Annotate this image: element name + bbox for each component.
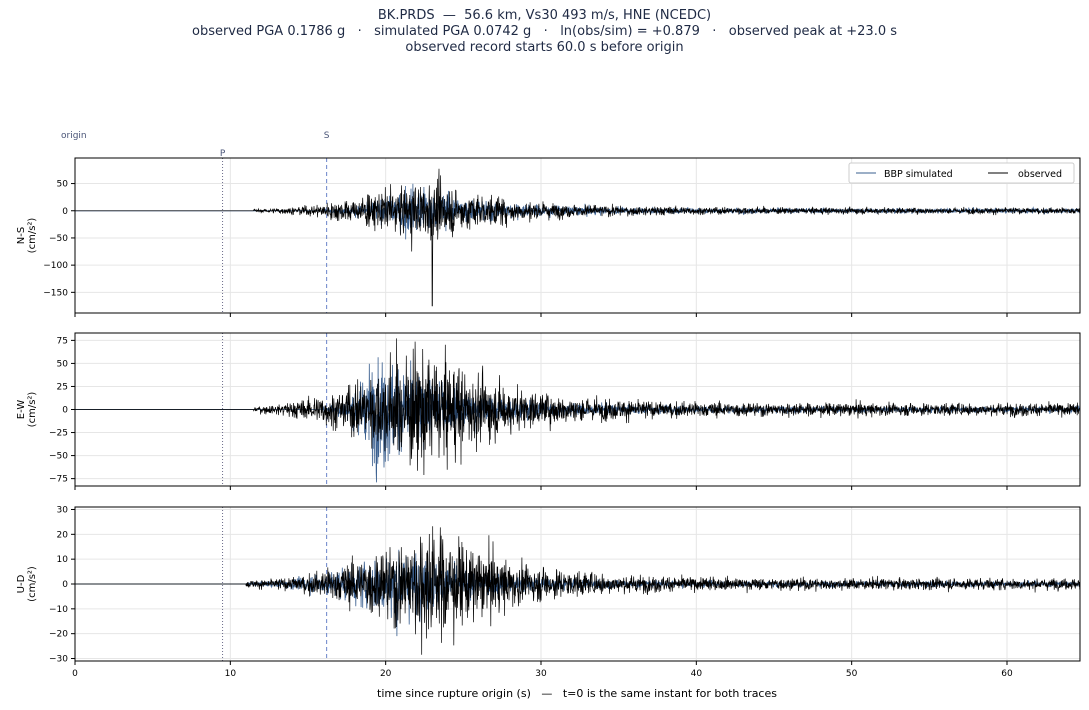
y-tick-label: −100 [43, 261, 68, 271]
ylabel-line: (cm/s²) [27, 566, 38, 602]
plot-frame [74, 157, 1081, 314]
legend-simulated-label: BBP simulated [884, 169, 953, 180]
y-tick-label: 0 [62, 207, 68, 217]
ylabel-line: (cm/s²) [27, 392, 38, 428]
y-tick-label: −75 [49, 475, 68, 485]
observed-trace [75, 338, 1081, 476]
panel-ew-axes: 75 50 25 0 −25 −50 −75 [49, 332, 1081, 490]
x-axis-label: time since rupture origin (s) — t=0 is t… [377, 687, 777, 700]
panel-ns: 50 0 −50 −100 −150 N-S(cm/s²) [16, 157, 1081, 317]
panel-ns-traces [75, 168, 1081, 307]
x-tick-label: 40 [691, 669, 703, 679]
s-marker-label: S [324, 131, 330, 141]
y-tick-label: −50 [49, 452, 68, 462]
y-tick-label: −20 [49, 630, 68, 640]
phase-marker-labels: origin P S [61, 131, 330, 159]
x-tick-label: 60 [1001, 669, 1013, 679]
panel-ns-axes: 50 0 −50 −100 −150 [43, 157, 1081, 317]
y-tick-label: 0 [62, 406, 68, 416]
y-tick-label: 0 [62, 580, 68, 590]
observed-trace [75, 526, 1081, 655]
panel-ew-ylabel: E-W(cm/s²) [16, 392, 38, 428]
y-tick-label: 75 [57, 336, 68, 346]
x-tick-label: 10 [225, 669, 237, 679]
panel-ud-traces [75, 526, 1081, 655]
p-marker-label: P [220, 149, 226, 159]
panel-ud-ylabel: U-D(cm/s²) [16, 566, 38, 602]
legend: BBP simulated observed [848, 162, 1075, 184]
panel-ns-phase-lines [222, 158, 328, 313]
x-tick-label: 50 [846, 669, 858, 679]
y-tick-label: −25 [49, 429, 68, 439]
y-tick-label: −50 [49, 234, 68, 244]
y-tick-label: −10 [49, 605, 68, 615]
legend-box [848, 162, 1075, 184]
y-tick-label: 20 [57, 530, 69, 540]
title-station-line: BK.PRDS — 56.6 km, Vs30 493 m/s, HNE (NC… [377, 8, 712, 23]
panel-ns-ylabel: N-S(cm/s²) [16, 218, 38, 254]
x-tick-label: 30 [535, 669, 547, 679]
y-tick-label: −150 [43, 288, 68, 298]
x-tick-label: 20 [380, 669, 392, 679]
ylabel-line: N-S [16, 227, 27, 244]
simulated-trace [75, 357, 1081, 483]
y-tick-label: 50 [57, 180, 69, 190]
legend-observed-label: observed [1018, 169, 1062, 180]
panel-ew-traces [75, 338, 1081, 483]
y-tick-label: 10 [57, 555, 69, 565]
title-record-start-line: observed record starts 60.0 s before ori… [405, 40, 684, 55]
y-tick-label: 30 [57, 505, 69, 515]
observed-trace [75, 168, 1081, 307]
ylabel-line: U-D [16, 574, 27, 593]
panel-ew-phase-lines [222, 333, 328, 486]
origin-marker-label: origin [61, 131, 87, 141]
y-tick-label: −30 [49, 655, 68, 665]
ylabel-line: (cm/s²) [27, 218, 38, 254]
chart-title-block: BK.PRDS — 56.6 km, Vs30 493 m/s, HNE (NC… [0, 8, 1089, 56]
title-pga-line: observed PGA 0.1786 g · simulated PGA 0.… [191, 24, 898, 39]
panel-ew: 75 50 25 0 −25 −50 −75 E-W(cm/s²) [16, 332, 1081, 490]
x-tick-label: 0 [72, 669, 78, 679]
panel-ud: 30 20 10 0 −10 −20 −30 0 10 20 30 40 50 60 U-D(cm/s²) [16, 505, 1081, 679]
y-tick-label: 25 [57, 382, 68, 392]
y-tick-label: 50 [57, 359, 69, 369]
panel-ud-axes: 30 20 10 0 −10 −20 −30 0 10 20 30 40 50 60 [49, 505, 1081, 679]
ylabel-line: E-W [16, 400, 27, 420]
